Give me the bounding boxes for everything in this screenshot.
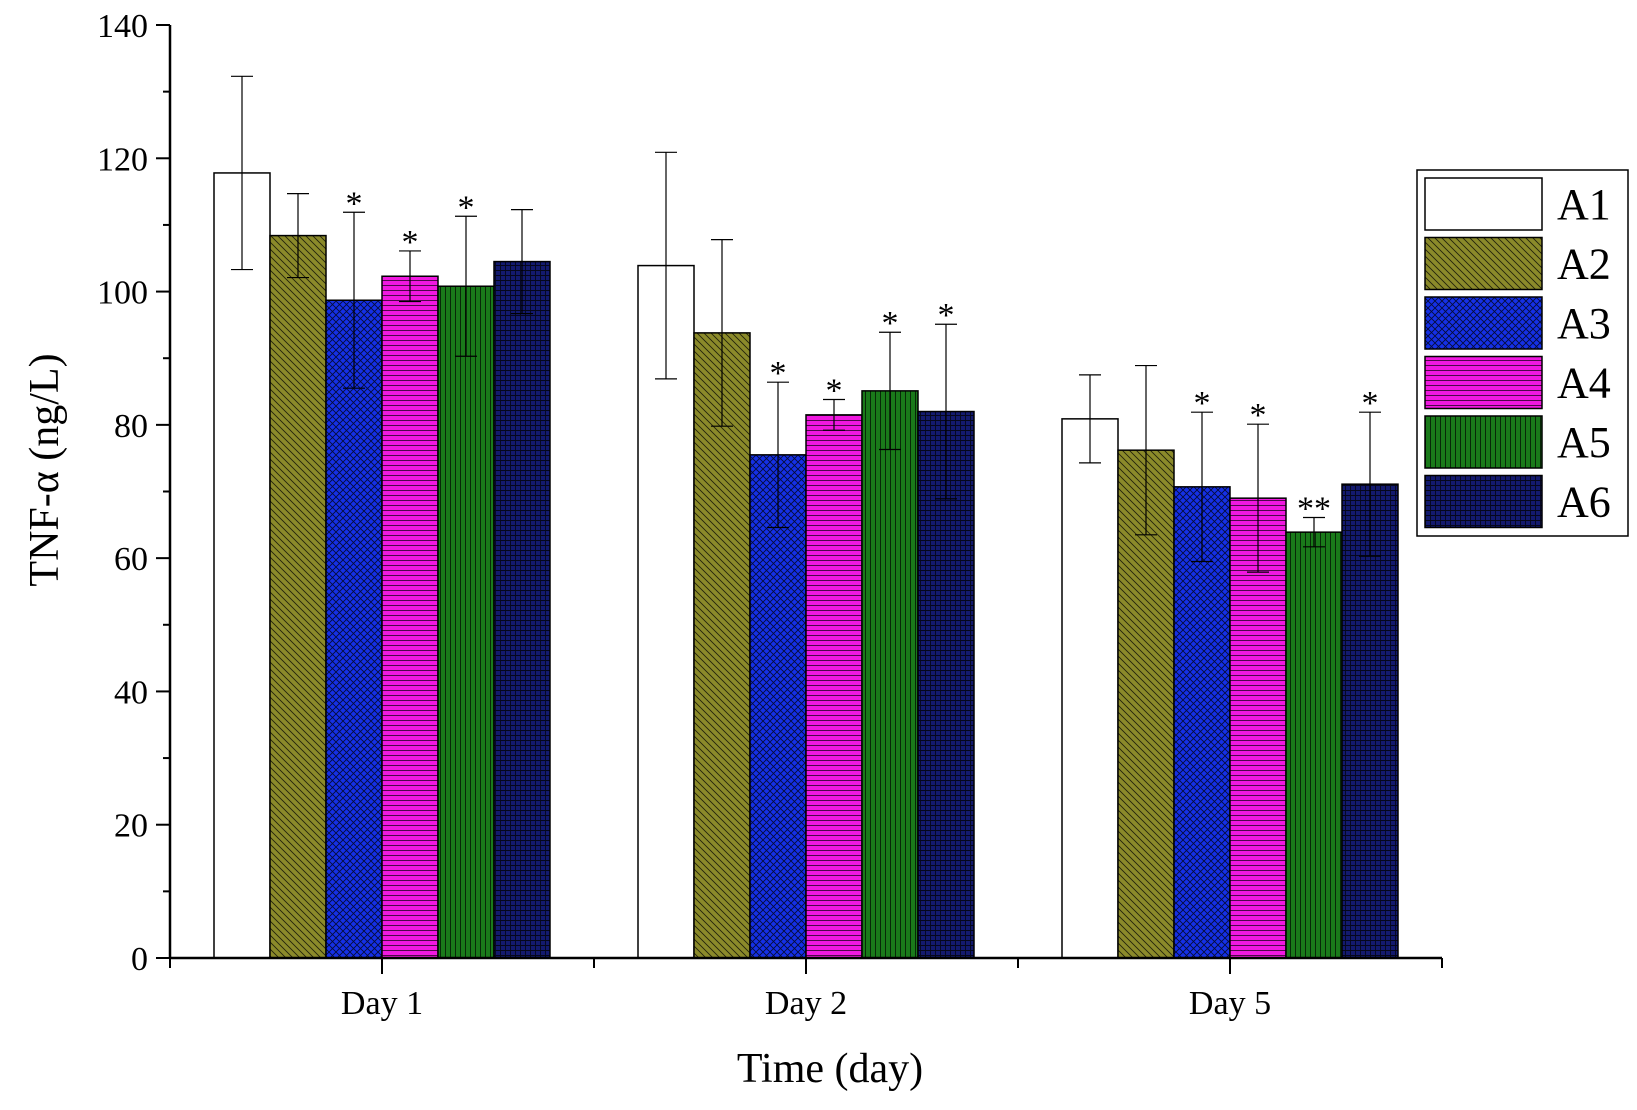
significance-mark: * <box>458 189 475 226</box>
legend-label-A2: A2 <box>1557 240 1611 289</box>
legend-swatch-A5 <box>1424 415 1543 469</box>
error-bar-A6-day-1 <box>511 209 533 315</box>
y-axis-label: TNF-α (ng/L) <box>22 353 68 586</box>
significance-mark: * <box>402 224 419 261</box>
bar-A6-day-5 <box>1341 483 1399 959</box>
legend-swatch-A6 <box>1424 474 1543 529</box>
error-bar-A2-day-5 <box>1135 364 1157 536</box>
legend: A1 A2 A3 A4 A5 A6 <box>1416 169 1629 537</box>
error-bar-A4-day-5 <box>1247 423 1269 573</box>
y-tick-label: 20 <box>114 808 148 845</box>
bar-A4-day-2 <box>805 414 863 959</box>
legend-label-A5: A5 <box>1557 418 1611 467</box>
y-tick-label: 60 <box>114 541 148 578</box>
error-bar-A2-day-2 <box>711 238 733 427</box>
error-bar-A4-day-2 <box>823 398 845 431</box>
x-tick-label: Day 2 <box>765 985 847 1022</box>
legend-label-A1: A1 <box>1557 180 1611 229</box>
legend-swatch-A1 <box>1424 177 1543 231</box>
bar-A5-day-5 <box>1285 531 1343 959</box>
y-tick-label: 120 <box>97 141 148 178</box>
bar-A4-day-1 <box>381 275 439 959</box>
legend-label-A4: A4 <box>1557 359 1611 408</box>
error-bar-A3-day-5 <box>1191 411 1213 563</box>
significance-mark: ** <box>1297 490 1331 527</box>
error-bar-A6-day-5 <box>1359 411 1381 557</box>
significance-mark: * <box>826 373 843 410</box>
legend-swatch-A3 <box>1424 296 1543 350</box>
error-bar-A5-day-1 <box>455 215 477 357</box>
error-bar-A5-day-5 <box>1303 516 1325 548</box>
significance-mark: * <box>1250 397 1267 434</box>
bar-A2-day-1 <box>269 234 327 959</box>
significance-mark: * <box>1362 385 1379 422</box>
y-tick-label: 80 <box>114 408 148 445</box>
bar-A5-day-2 <box>861 390 919 959</box>
bar-A1-day-1 <box>213 172 271 959</box>
error-bar-A1-day-5 <box>1079 374 1101 464</box>
error-bar-A3-day-2 <box>767 381 789 529</box>
significance-mark: * <box>938 297 955 334</box>
bar-A1-day-5 <box>1061 418 1119 959</box>
legend-label-A3: A3 <box>1557 299 1611 348</box>
x-tick-label: Day 1 <box>341 985 423 1022</box>
y-tick-label: 0 <box>131 941 148 978</box>
error-bar-A4-day-1 <box>399 250 421 303</box>
axes-layer: 0 20 40 60 80 100 120 140 Day 1 Day 2 Day 5 <box>97 8 1443 1022</box>
bar-A3-day-1 <box>325 299 383 959</box>
y-tick-label: 100 <box>97 275 148 312</box>
bar-A3-day-2 <box>749 454 807 959</box>
bars-layer: **** ** ** **** <box>213 75 1399 959</box>
significance-mark: * <box>346 185 363 222</box>
error-bar-A1-day-1 <box>231 75 253 271</box>
significance-mark: * <box>882 305 899 342</box>
y-tick-label: 140 <box>97 8 148 45</box>
error-bar-A5-day-2 <box>879 331 901 451</box>
error-bar-A3-day-1 <box>343 211 365 389</box>
y-tick-label: 40 <box>114 674 148 711</box>
error-bar-A6-day-2 <box>935 323 957 500</box>
error-bar-A1-day-2 <box>655 151 677 380</box>
bar-A6-day-1 <box>493 260 551 959</box>
legend-swatch-A4 <box>1424 355 1543 410</box>
bar-A3-day-5 <box>1173 486 1231 959</box>
error-bar-A2-day-1 <box>287 193 309 279</box>
x-axis-label: Time (day) <box>737 1046 923 1092</box>
significance-mark: * <box>1194 385 1211 422</box>
significance-mark: * <box>770 355 787 392</box>
x-tick-label: Day 5 <box>1189 985 1271 1022</box>
legend-swatch-A2 <box>1424 236 1543 291</box>
legend-label-A6: A6 <box>1557 478 1611 527</box>
bar-A5-day-1 <box>437 285 495 959</box>
